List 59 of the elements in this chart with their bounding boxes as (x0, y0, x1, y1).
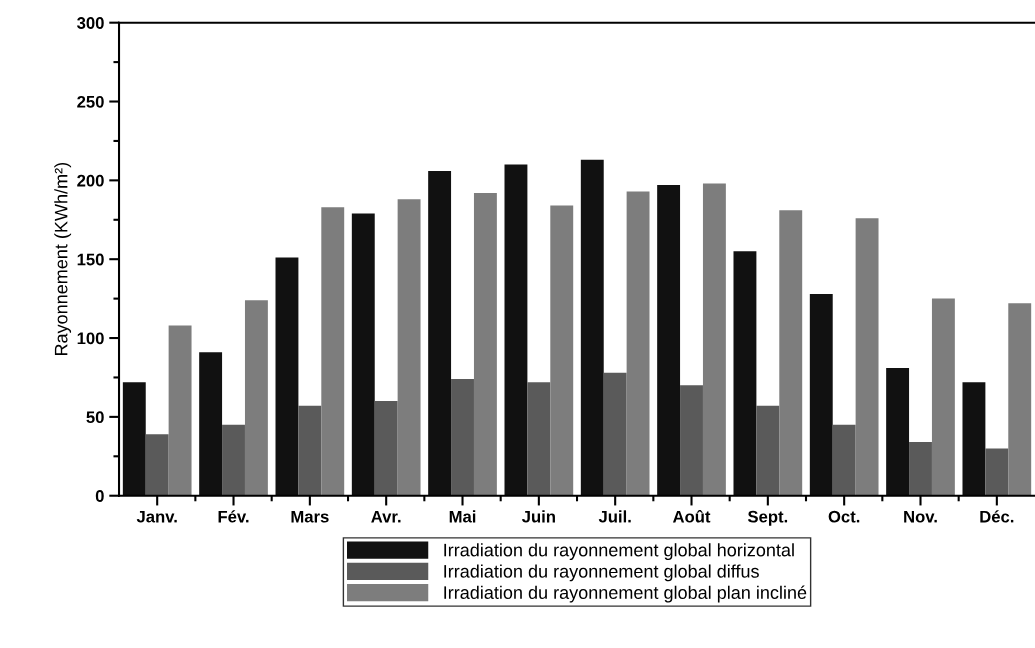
legend-label: Irradiation du rayonnement global plan incliné (444, 585, 807, 603)
x-tick-label: Déc. (980, 510, 1014, 523)
bar (275, 257, 299, 496)
bar (122, 382, 146, 496)
x-tick-label: Janv. (136, 510, 177, 523)
bar (451, 379, 474, 496)
y-tick-label: 300 (77, 17, 104, 29)
x-tick-label: Nov. (904, 510, 937, 523)
bar (428, 170, 452, 496)
bar (527, 382, 551, 496)
x-tick-label: Juin (521, 510, 555, 523)
y-tick-label: 0 (95, 490, 104, 502)
bar (733, 251, 757, 496)
bar (580, 159, 604, 496)
bar (298, 405, 322, 496)
y-tick-label: 50 (86, 411, 104, 424)
x-tick-label: Oct. (828, 510, 860, 523)
bar (931, 298, 955, 496)
bar (985, 448, 1009, 496)
x-tick-label: Août (672, 509, 711, 523)
x-tick-label: Mars (291, 510, 329, 523)
legend-label: Irradiation du rayonnement global horizontal (444, 543, 794, 561)
bar (1008, 303, 1032, 496)
bar (222, 424, 245, 496)
y-tick-label: 200 (77, 174, 104, 187)
x-tick-label: Juil. (598, 510, 631, 523)
bar (351, 213, 375, 496)
bar (504, 164, 528, 496)
bar (321, 207, 345, 496)
bar (962, 382, 986, 496)
legend-label: Irradiation du rayonnement global diffus (444, 564, 759, 582)
bar (374, 401, 398, 496)
bar (855, 218, 879, 496)
bar (832, 424, 856, 496)
bar (886, 368, 910, 496)
bar (909, 442, 932, 496)
x-tick-label: Avr. (371, 510, 401, 523)
bar (397, 199, 421, 496)
bar (809, 293, 833, 496)
bar (657, 185, 681, 496)
x-tick-label: Mai (449, 510, 476, 523)
bar (779, 210, 803, 496)
bar (603, 372, 627, 496)
bar (680, 385, 703, 496)
y-axis-title: Rayonnement (KWh/m²) (54, 162, 72, 356)
x-tick-label: Sept. (747, 510, 788, 526)
y-tick-label: 100 (77, 332, 104, 345)
bar (244, 300, 268, 496)
bar (756, 405, 780, 496)
bar (145, 434, 169, 496)
bar (473, 192, 497, 496)
bar (168, 325, 192, 496)
bar (199, 352, 223, 496)
y-tick-label: 150 (77, 253, 104, 266)
y-tick-label: 250 (77, 95, 104, 108)
bar (550, 205, 574, 496)
bar (626, 191, 650, 496)
bar (702, 183, 726, 496)
x-tick-label: Fév. (218, 510, 249, 523)
